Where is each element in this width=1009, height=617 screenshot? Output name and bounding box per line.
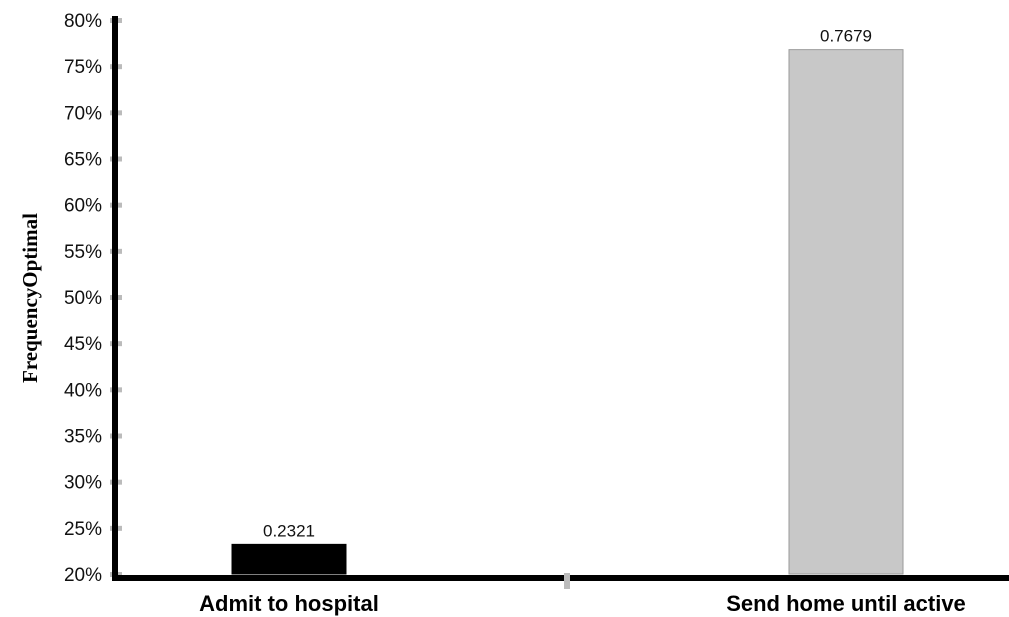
y-axis-ticks: 20% 25% 30% 35% 40% 45% 50% 55% 60% 65% 70% 75% 80% [64,11,122,586]
y-tick-label: 20% [64,565,102,586]
x-category-label: Admit to hospital [199,591,379,616]
bar-1 [231,543,347,575]
y-tick-label: 40% [64,380,102,401]
bar-value-label: 0.7679 [820,27,872,46]
y-tick-label: 30% [64,473,102,494]
y-tick-label: 80% [64,11,102,32]
y-tick-label: 75% [64,57,102,78]
bars-group [231,49,904,575]
bar-2 [788,49,904,575]
x-category-label: Send home until active [726,591,966,616]
y-tick-label: 25% [64,519,102,540]
y-tick-label: 65% [64,150,102,171]
y-tick-label: 50% [64,288,102,309]
y-tick-label: 35% [64,427,102,448]
x-axis-labels: Admit to hospital Send home until active [199,591,966,616]
y-axis-title: FrequencyOptimal [18,213,42,383]
y-tick-label: 70% [64,103,102,124]
x-axis-minor-tick [564,573,570,589]
bar-value-label: 0.2321 [263,521,315,540]
data-labels-group: 0.2321 0.7679 [263,27,872,541]
y-tick-label: 45% [64,334,102,355]
y-tick-label: 60% [64,196,102,217]
y-tick-label: 55% [64,242,102,263]
